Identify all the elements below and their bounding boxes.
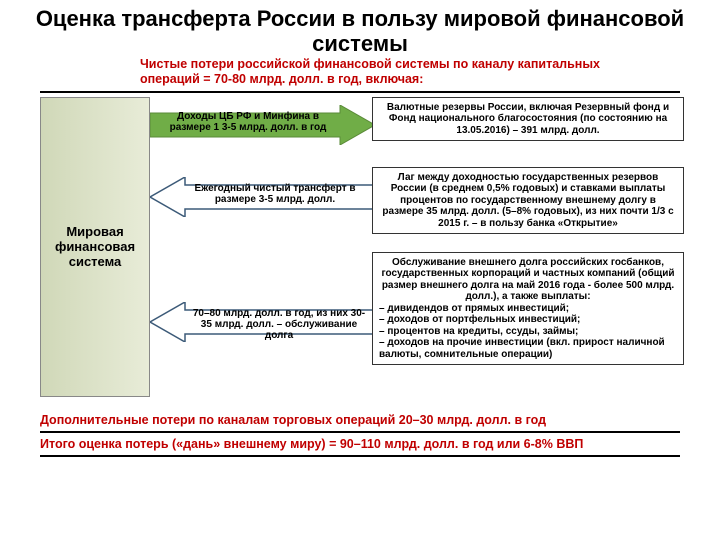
divider-mid — [40, 431, 680, 433]
arrow-2-label: Ежегодный чистый трансферт в размере 3-5… — [190, 183, 360, 205]
box-yield-gap: Лаг между доходностью государственных ре… — [372, 167, 684, 235]
diagram-area: Мировая финансовая система Доходы ЦБ РФ … — [0, 97, 720, 407]
arrow-3-label: 70–80 млрд. долл. в год, из них 30-35 мл… — [190, 308, 368, 341]
left-box-world-system: Мировая финансовая система — [40, 97, 150, 397]
divider-bottom — [40, 455, 680, 457]
footer-additional-losses: Дополнительные потери по каналам торговы… — [0, 411, 720, 429]
box-reserves: Валютные резервы России, включая Резервн… — [372, 97, 684, 142]
divider-top — [40, 91, 680, 93]
page-title: Оценка трансферта России в пользу мирово… — [0, 0, 720, 57]
box-debt-service: Обслуживание внешнего долга российских г… — [372, 252, 684, 366]
subtitle: Чистые потери российской финансовой сист… — [0, 57, 720, 89]
footer-total: Итого оценка потерь («дань» внешнему мир… — [0, 435, 720, 453]
arrow-1-label: Доходы ЦБ РФ и Минфина в размере 1 3-5 м… — [158, 111, 338, 133]
